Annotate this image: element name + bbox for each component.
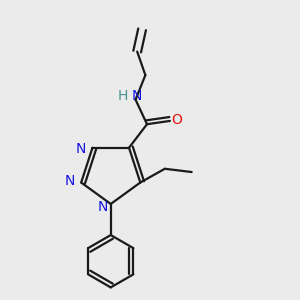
Text: O: O (171, 113, 182, 127)
Text: H: H (117, 89, 128, 103)
Text: N: N (76, 142, 86, 156)
Text: N: N (132, 89, 142, 103)
Text: N: N (64, 174, 75, 188)
Text: N: N (98, 200, 108, 214)
